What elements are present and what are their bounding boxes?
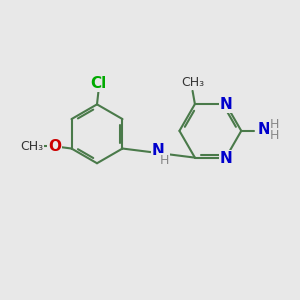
Text: N: N	[257, 122, 270, 137]
Text: N: N	[152, 143, 164, 158]
Text: CH₃: CH₃	[20, 140, 43, 153]
Text: O: O	[48, 139, 61, 154]
Text: N: N	[220, 151, 233, 166]
Text: CH₃: CH₃	[181, 76, 204, 88]
Text: H: H	[270, 129, 279, 142]
Text: H: H	[159, 154, 169, 167]
Text: H: H	[270, 118, 279, 131]
Text: N: N	[220, 97, 233, 112]
Text: Cl: Cl	[90, 76, 106, 91]
